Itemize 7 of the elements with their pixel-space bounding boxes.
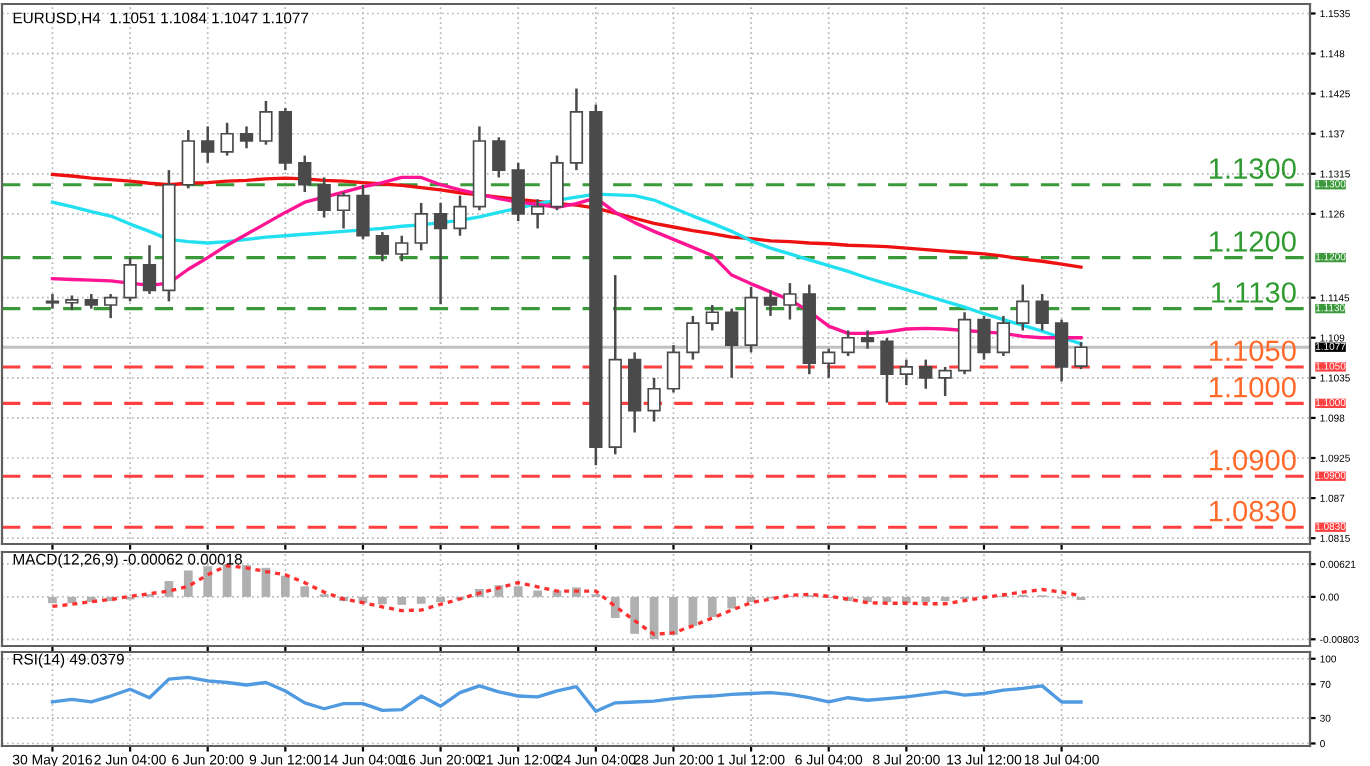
ref-line-label: 1.1130 — [1212, 282, 1296, 303]
ref-line-label: 1.1200 — [1209, 231, 1296, 252]
ref-line-label: 1.1000 — [1209, 376, 1296, 398]
ref-line-label: 1.1300 — [1209, 158, 1296, 179]
ref-line-label: 1.1050 — [1209, 340, 1296, 362]
ref-line-label: 1.0900 — [1209, 449, 1296, 471]
ref-line-label: 1.0830 — [1209, 500, 1296, 522]
